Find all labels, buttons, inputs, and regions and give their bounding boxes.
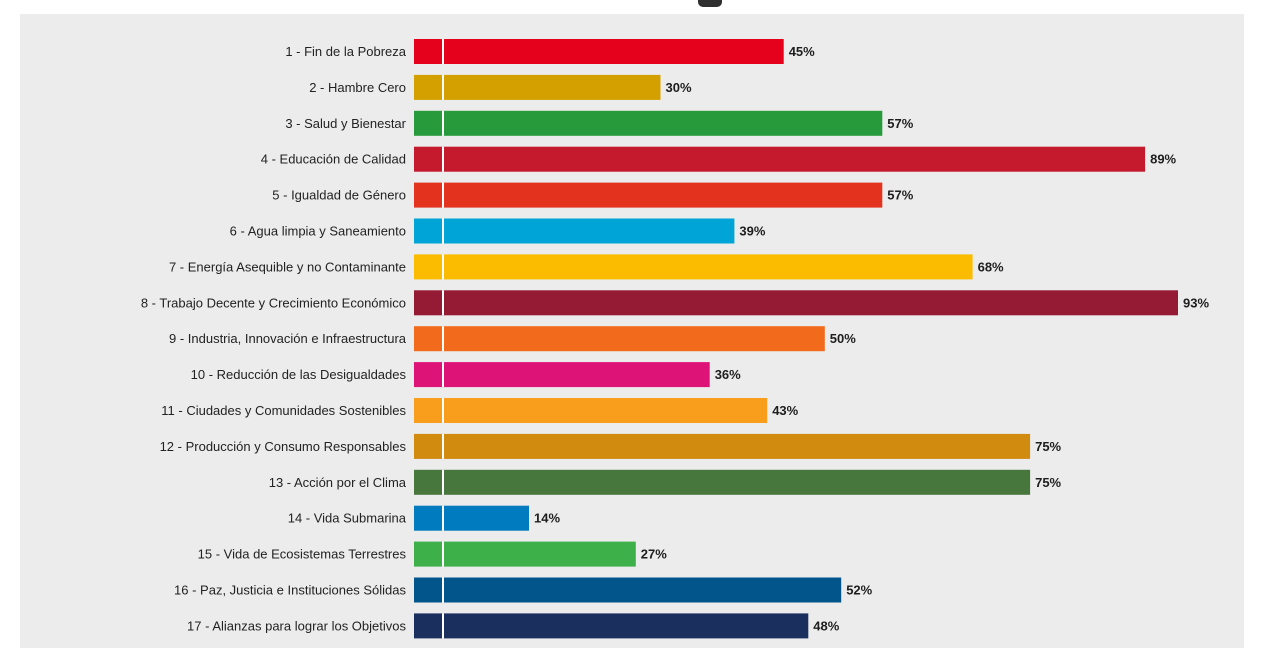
value-label-4: 89%	[1150, 152, 1176, 167]
category-label-6: 6 - Agua limpia y Saneamiento	[230, 224, 406, 239]
bar-divider-2	[442, 74, 444, 100]
category-label-1: 1 - Fin de la Pobreza	[285, 44, 406, 59]
value-label-14: 14%	[534, 511, 560, 526]
bar-divider-14	[442, 505, 444, 531]
category-label-17: 17 - Alianzas para lograr los Objetivos	[187, 618, 406, 633]
bar-divider-15	[442, 541, 444, 567]
bar-divider-16	[442, 577, 444, 603]
value-label-16: 52%	[846, 583, 872, 598]
category-label-8: 8 - Trabajo Decente y Crecimiento Económ…	[141, 295, 406, 310]
value-label-5: 57%	[887, 188, 913, 203]
value-label-11: 43%	[772, 403, 798, 418]
value-label-17: 48%	[813, 618, 839, 633]
top-edge-mark	[698, 0, 722, 7]
bar-7	[414, 254, 973, 280]
bar-17	[414, 613, 809, 639]
value-label-10: 36%	[715, 367, 741, 382]
category-label-3: 3 - Salud y Bienestar	[285, 116, 406, 131]
category-label-4: 4 - Educación de Calidad	[261, 152, 406, 167]
bar-6	[414, 218, 735, 244]
bar-10	[414, 362, 710, 388]
bar-11	[414, 398, 768, 423]
bar-divider-4	[442, 146, 444, 172]
bar-divider-5	[442, 182, 444, 208]
category-label-12: 12 - Producción y Consumo Responsables	[160, 439, 407, 454]
category-label-5: 5 - Igualdad de Género	[272, 188, 406, 203]
value-label-15: 27%	[641, 547, 667, 562]
value-label-3: 57%	[887, 116, 913, 131]
bar-divider-11	[442, 398, 444, 423]
bar-divider-3	[442, 110, 444, 136]
bar-chart: 1 - Fin de la Pobreza 45% 2 - Hambre Cero 3…	[141, 39, 1209, 639]
value-label-1: 45%	[789, 44, 815, 59]
bar-5	[414, 182, 883, 208]
bar-divider-17	[442, 613, 444, 639]
bar-divider-10	[442, 362, 444, 388]
value-label-9: 50%	[830, 331, 856, 346]
bar-12	[414, 433, 1031, 459]
value-label-8: 93%	[1183, 295, 1209, 310]
bar-divider-9	[442, 326, 444, 352]
bar-divider-12	[442, 433, 444, 459]
category-label-11: 11 - Ciudades y Comunidades Sostenibles	[161, 403, 406, 418]
category-label-2: 2 - Hambre Cero	[309, 80, 406, 95]
bar-divider-6	[442, 218, 444, 244]
category-label-16: 16 - Paz, Justicia e Instituciones Sólid…	[174, 583, 406, 598]
value-label-2: 30%	[666, 80, 692, 95]
bar-divider-13	[442, 469, 444, 495]
bar-8	[414, 290, 1178, 316]
category-label-7: 7 - Energía Asequible y no Contaminante	[169, 259, 406, 274]
category-label-15: 15 - Vida de Ecosistemas Terrestres	[198, 547, 407, 562]
bar-9	[414, 326, 825, 352]
bar-16	[414, 577, 842, 603]
category-label-14: 14 - Vida Submarina	[288, 511, 407, 526]
bar-divider-1	[442, 39, 444, 64]
category-label-13: 13 - Acción por el Clima	[269, 475, 407, 490]
bar-13	[414, 469, 1031, 495]
bar-1	[414, 39, 784, 64]
bar-15	[414, 541, 636, 567]
value-label-7: 68%	[978, 259, 1004, 274]
bar-divider-8	[442, 290, 444, 316]
chart-panel: 1 - Fin de la Pobreza 45% 2 - Hambre Cero 3…	[20, 14, 1244, 648]
bar-2	[414, 74, 661, 100]
category-label-10: 10 - Reducción de las Desigualdades	[191, 367, 407, 382]
bar-4	[414, 146, 1146, 172]
bar-14	[414, 505, 529, 531]
category-label-9: 9 - Industria, Innovación e Infraestruct…	[169, 331, 407, 346]
value-label-13: 75%	[1035, 475, 1061, 490]
value-label-6: 39%	[739, 224, 765, 239]
value-label-12: 75%	[1035, 439, 1061, 454]
bar-divider-7	[442, 254, 444, 280]
bar-3	[414, 110, 883, 136]
